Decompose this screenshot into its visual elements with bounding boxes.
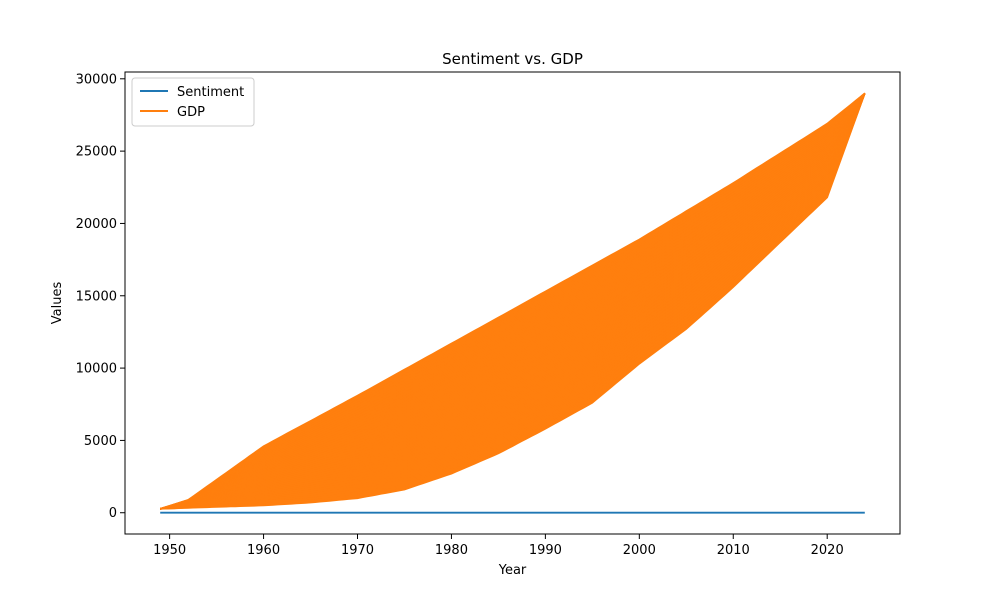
y-tick-label: 0 xyxy=(109,506,117,521)
gdp-line xyxy=(160,92,866,510)
y-axis-label: Values xyxy=(50,282,65,325)
gdp-line xyxy=(160,92,866,510)
x-tick-label: 2020 xyxy=(811,543,844,558)
gdp-line xyxy=(159,92,866,510)
gdp-line xyxy=(160,92,866,510)
y-tick-label: 20000 xyxy=(76,217,117,232)
gdp-line xyxy=(160,92,866,510)
gdp-line xyxy=(160,92,866,510)
gdp-line xyxy=(159,92,866,510)
gdp-line xyxy=(160,92,866,510)
gdp-line xyxy=(160,92,866,510)
gdp-line xyxy=(160,92,866,510)
gdp-line xyxy=(160,92,866,510)
gdp-line xyxy=(159,92,866,510)
gdp-line xyxy=(160,92,866,510)
gdp-line xyxy=(160,92,866,510)
gdp-line xyxy=(160,92,866,510)
gdp-line xyxy=(160,92,866,510)
gdp-line xyxy=(160,92,866,510)
gdp-line xyxy=(160,93,866,510)
x-tick-label: 1970 xyxy=(341,543,374,558)
gdp-line xyxy=(160,92,866,510)
gdp-line xyxy=(160,92,866,510)
gdp-line xyxy=(160,92,866,510)
gdp-line xyxy=(160,92,866,510)
gdp-line xyxy=(159,92,866,510)
gdp-line xyxy=(159,92,866,510)
y-tick-label: 10000 xyxy=(76,362,117,377)
gdp-line xyxy=(160,92,866,510)
y-tick-label: 15000 xyxy=(76,289,117,304)
gdp-line xyxy=(160,93,866,510)
y-tick-label: 5000 xyxy=(84,434,117,449)
gdp-line xyxy=(160,92,866,510)
x-tick-label: 2000 xyxy=(623,543,656,558)
x-tick-label: 1980 xyxy=(435,543,468,558)
y-tick-label: 30000 xyxy=(76,72,117,87)
y-tick-label: 25000 xyxy=(76,145,117,160)
gdp-line xyxy=(160,92,866,510)
gdp-line xyxy=(160,92,866,510)
gdp-line xyxy=(160,92,866,510)
gdp-line xyxy=(160,93,866,510)
legend-label-gdp: GDP xyxy=(177,105,205,120)
x-tick-label: 2010 xyxy=(717,543,750,558)
gdp-line xyxy=(159,92,866,510)
gdp-line xyxy=(160,92,866,510)
series-gdp xyxy=(159,92,866,510)
gdp-line xyxy=(160,92,866,510)
chart-title: Sentiment vs. GDP xyxy=(442,50,583,68)
gdp-line xyxy=(160,92,866,510)
x-tick-label: 1990 xyxy=(529,543,562,558)
gdp-line xyxy=(160,92,866,510)
gdp-line xyxy=(159,92,866,510)
plot-frame xyxy=(124,71,901,535)
gdp-line xyxy=(160,92,866,510)
x-axis-label: Year xyxy=(498,563,527,578)
legend-label-sentiment: Sentiment xyxy=(177,85,244,100)
y-axis: 0 5000 10000 15000 20000 25000 30000 xyxy=(76,72,125,521)
x-tick-label: 1960 xyxy=(247,543,280,558)
gdp-line xyxy=(160,93,866,510)
gdp-line xyxy=(160,93,866,510)
legend: Sentiment GDP xyxy=(131,77,255,127)
gdp-line xyxy=(160,93,866,510)
x-axis: 1950 1960 1970 1980 1990 2000 2010 2020 xyxy=(153,534,844,558)
x-tick-label: 1950 xyxy=(153,543,186,558)
